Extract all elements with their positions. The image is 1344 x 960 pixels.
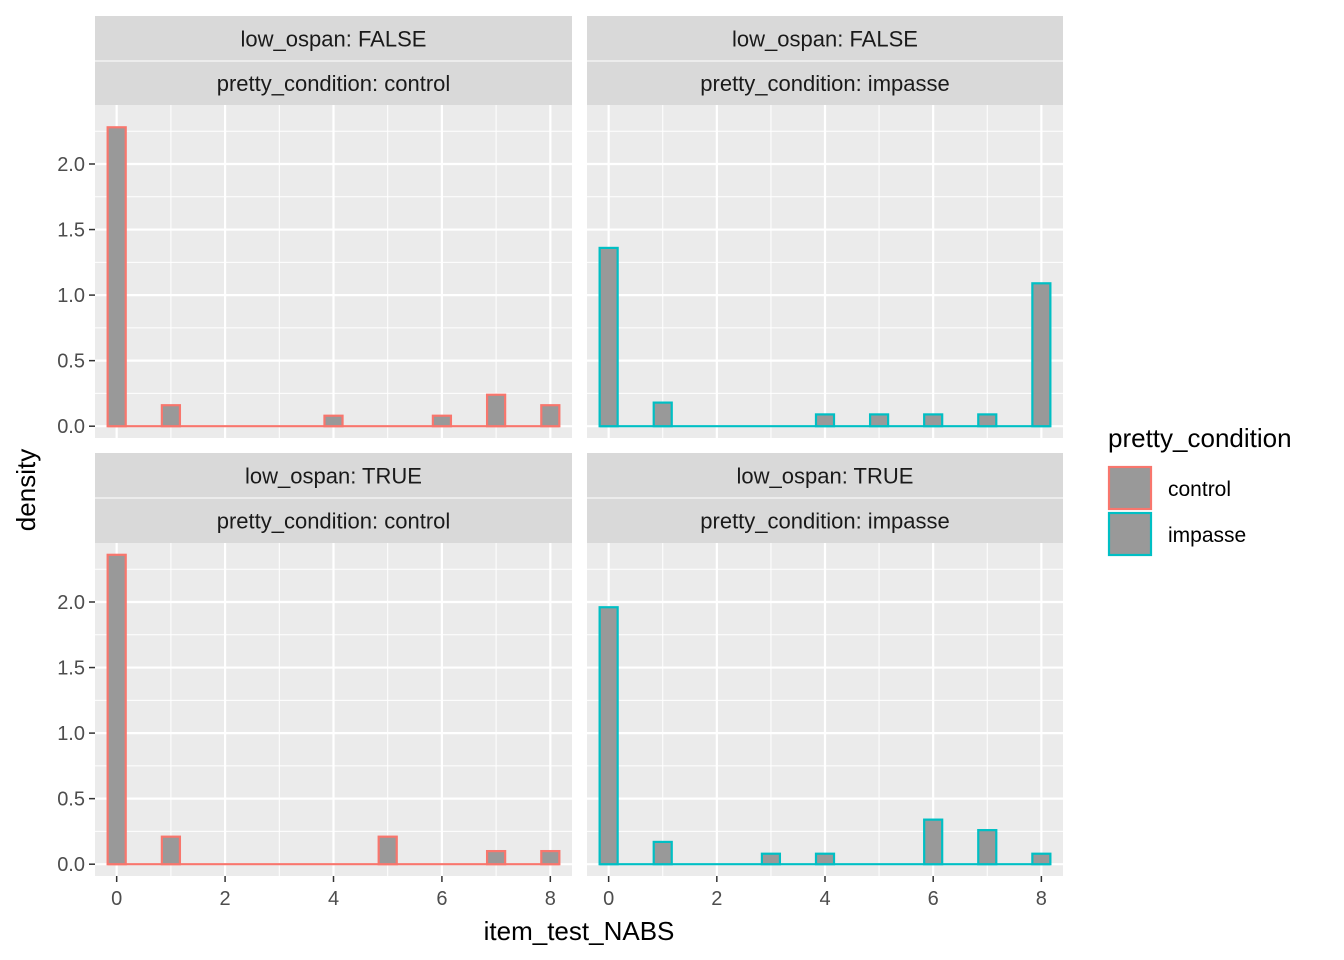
strip-label-pretty-condition: pretty_condition: control	[217, 71, 451, 96]
y-tick-label: 0.5	[57, 789, 85, 811]
histogram-bar	[923, 818, 944, 866]
y-tick-label: 0.0	[57, 854, 85, 876]
x-tick-label: 2	[220, 888, 231, 910]
histogram-bar	[814, 413, 836, 428]
histogram-bar	[977, 829, 998, 866]
facet-panel: low_ospan: FALSE pretty_condition: contro…	[57, 16, 572, 438]
x-tick-label: 0	[111, 888, 122, 910]
y-axis-title: density	[11, 449, 41, 531]
legend: pretty_condition control impasse	[1107, 423, 1292, 557]
facet-panel: low_ospan: TRUE pretty_condition: control…	[57, 453, 572, 910]
histogram-bar	[431, 414, 453, 428]
facet-panel: low_ospan: FALSE pretty_condition: impass…	[587, 16, 1063, 438]
legend-title: pretty_condition	[1108, 423, 1292, 453]
y-tick-label: 1.0	[57, 285, 85, 307]
x-tick-label: 4	[819, 888, 830, 910]
y-tick-label: 0.5	[57, 351, 85, 373]
histogram-bar	[160, 404, 182, 428]
legend-entries: control impasse	[1107, 465, 1246, 557]
strip-label-low-ospan: low_ospan: TRUE	[737, 464, 914, 489]
y-tick-label: 1.5	[57, 220, 85, 242]
strip-label-pretty-condition: pretty_condition: control	[217, 509, 451, 534]
strip-label-low-ospan: low_ospan: FALSE	[732, 27, 918, 52]
strip-label-low-ospan: low_ospan: TRUE	[245, 464, 422, 489]
legend-label-control: control	[1168, 478, 1231, 501]
x-tick-label: 6	[928, 888, 939, 910]
histogram-bar	[160, 835, 182, 866]
histogram-bar	[1031, 852, 1052, 866]
histogram-bar	[814, 852, 836, 866]
y-tick-label: 2.0	[57, 154, 85, 176]
histogram-bar	[540, 849, 561, 866]
histogram-bar	[377, 835, 398, 866]
y-tick-label: 0.0	[57, 416, 85, 438]
x-tick-label: 6	[436, 888, 447, 910]
histogram-bar	[485, 849, 507, 866]
histogram-bar	[598, 246, 619, 428]
strip-label-low-ospan: low_ospan: FALSE	[241, 27, 427, 52]
facet-panels: low_ospan: FALSE pretty_condition: contro…	[57, 16, 1063, 910]
y-tick-label: 1.0	[57, 723, 85, 745]
histogram-bar	[760, 852, 782, 866]
x-tick-label: 8	[545, 888, 556, 910]
histogram-bar	[323, 414, 344, 428]
histogram-bar	[1031, 282, 1052, 428]
legend-key-control	[1107, 465, 1153, 511]
histogram-bar	[106, 553, 127, 866]
facet-panel: low_ospan: TRUE pretty_condition: impasse…	[587, 453, 1063, 910]
legend-key-impasse	[1107, 511, 1153, 557]
histogram-bar	[652, 401, 673, 428]
histogram-bar	[540, 404, 561, 428]
histogram-bar	[923, 413, 944, 428]
x-tick-label: 8	[1036, 888, 1047, 910]
histogram-bar	[106, 126, 127, 428]
x-tick-label: 0	[603, 888, 614, 910]
strip-label-pretty-condition: pretty_condition: impasse	[700, 509, 949, 534]
x-tick-label: 4	[328, 888, 339, 910]
histogram-bar	[652, 840, 673, 866]
histogram-bar	[598, 606, 619, 866]
legend-label-impasse: impasse	[1168, 524, 1246, 547]
x-axis-title: item_test_NABS	[484, 916, 675, 946]
histogram-bar	[868, 413, 890, 428]
strip-label-pretty-condition: pretty_condition: impasse	[700, 71, 949, 96]
histogram-bar	[485, 393, 507, 428]
y-tick-label: 2.0	[57, 592, 85, 614]
histogram-bar	[977, 413, 998, 428]
y-tick-label: 1.5	[57, 658, 85, 680]
x-tick-label: 2	[711, 888, 722, 910]
